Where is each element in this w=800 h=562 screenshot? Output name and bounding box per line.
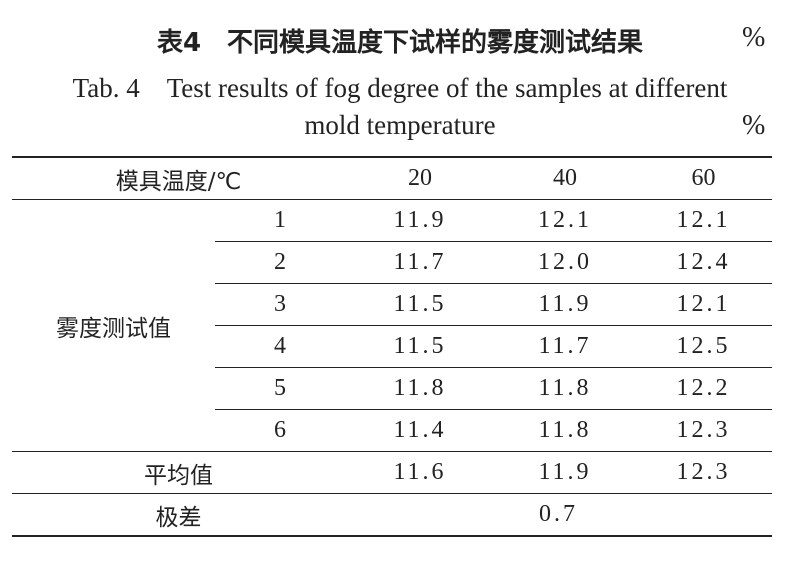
table-cell: 12.3 — [635, 409, 772, 452]
table-cell: 12.1 — [495, 199, 635, 242]
table-cell: 3 — [215, 283, 345, 326]
table-cell: 雾度测试值 — [12, 199, 215, 452]
data-table: 模具温度/℃ 20 40 60 雾度测试值 1 11.9 12.1 12.1 2 11.7 12.0 1… — [12, 156, 772, 537]
table-cell: 11.4 — [345, 409, 495, 452]
table-row: 极差 0.7 — [12, 493, 772, 537]
table-cell: 11.8 — [495, 409, 635, 452]
title-en: mold temperature — [304, 110, 496, 140]
table-cell: 11.5 — [345, 283, 495, 326]
table-cell: 平均值 — [12, 451, 345, 494]
table-cell: 12.3 — [635, 451, 772, 494]
title-zh: 表4 不同模具温度下试样的雾度测试结果 — [156, 28, 644, 58]
table-row: 模具温度/℃ 20 40 60 — [12, 156, 772, 200]
table-cell: 模具温度/℃ — [12, 156, 345, 200]
table-cell: 20 — [345, 156, 495, 200]
table-cell: 60 — [635, 156, 772, 200]
table-cell: 11.7 — [345, 241, 495, 284]
table-cell: 12.1 — [635, 283, 772, 326]
table-cell: 12.2 — [635, 367, 772, 410]
table-cell: 11.7 — [495, 325, 635, 368]
table-row: 5 11.8 11.8 12.2 — [12, 367, 772, 410]
table-cell: 11.9 — [495, 451, 635, 494]
unit-zh: % — [742, 22, 766, 53]
table-row: 2 11.7 12.0 12.4 — [12, 241, 772, 284]
table-cell: 12.0 — [495, 241, 635, 284]
unit-en: % — [742, 110, 766, 141]
table-cell: 11.5 — [345, 325, 495, 368]
table-cell: 11.9 — [345, 199, 495, 242]
table-cell: 5 — [215, 367, 345, 410]
table-cell: 40 — [495, 156, 635, 200]
title-en: Tab. 4 Test results of fog degree of the… — [72, 73, 728, 103]
table-cell: 6 — [215, 409, 345, 452]
table-row: 6 11.4 11.8 12.3 — [12, 409, 772, 452]
table-cell: 12.5 — [635, 325, 772, 368]
table-cell: 极差 — [12, 493, 345, 537]
table-cell: 2 — [215, 241, 345, 284]
table-cell: 11.6 — [345, 451, 495, 494]
table-row: 平均值 11.6 11.9 12.3 — [12, 451, 772, 494]
table-cell: 0.7 — [345, 493, 772, 537]
table-cell: 11.8 — [495, 367, 635, 410]
table-cell: 11.8 — [345, 367, 495, 410]
table-cell: 1 — [215, 199, 345, 242]
table-cell: 11.9 — [495, 283, 635, 326]
table-cell: 12.1 — [635, 199, 772, 242]
table-cell: 4 — [215, 325, 345, 368]
table-row: 3 11.5 11.9 12.1 — [12, 283, 772, 326]
table-cell: 12.4 — [635, 241, 772, 284]
table-row: 4 11.5 11.7 12.5 — [12, 325, 772, 368]
table-row: 雾度测试值 1 11.9 12.1 12.1 — [12, 199, 772, 452]
